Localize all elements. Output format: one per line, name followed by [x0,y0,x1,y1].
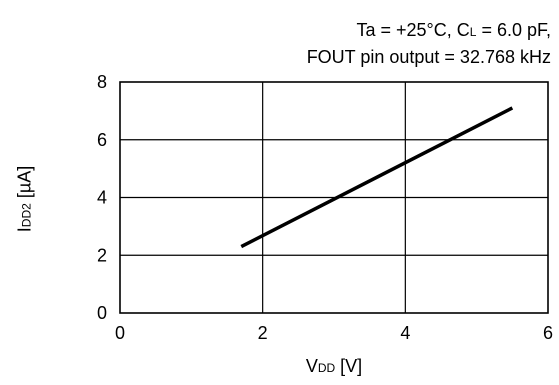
plot-frame [119,81,549,314]
tick-layer: 0 2 4 6 0 2 4 6 8 [97,72,553,343]
title-part: FOUT pin output = 32.768 kHz [306,47,551,67]
series-layer [240,106,514,249]
x-label-part: V [305,356,318,376]
chart-title-line-1: Ta = +25°C, CL = 6.0 pF, [356,19,551,43]
y-label-part: [µA] [14,165,35,204]
title-subscript: L [469,25,477,39]
chart-title-line-2: FOUT pin output = 32.768 kHz [307,46,551,68]
x-label-subscript: DD [317,361,336,375]
y-label-subscript: DD2 [19,203,34,228]
y-tick-label: 8 [97,72,107,92]
x-label-part: [V] [335,356,363,376]
x-axis-label: VDD [V] [306,356,362,376]
y-tick-label: 6 [97,130,107,150]
series-line [240,106,514,249]
x-axis-label-wrap: VDD [V] [120,356,548,377]
y-tick-label: 2 [97,245,107,265]
y-tick-label: 0 [97,303,107,323]
y-axis-label: IDD2 [µA] [15,166,36,232]
title-part: = 6.0 pF, [476,20,551,40]
y-label-part: I [14,227,35,233]
title-part: Ta = +25°C, C [356,20,470,40]
y-tick-label: 4 [97,188,107,208]
x-tick-label: 0 [115,323,125,343]
x-tick-label: 6 [543,323,553,343]
x-tick-label: 2 [258,323,268,343]
x-tick-label: 4 [400,323,410,343]
